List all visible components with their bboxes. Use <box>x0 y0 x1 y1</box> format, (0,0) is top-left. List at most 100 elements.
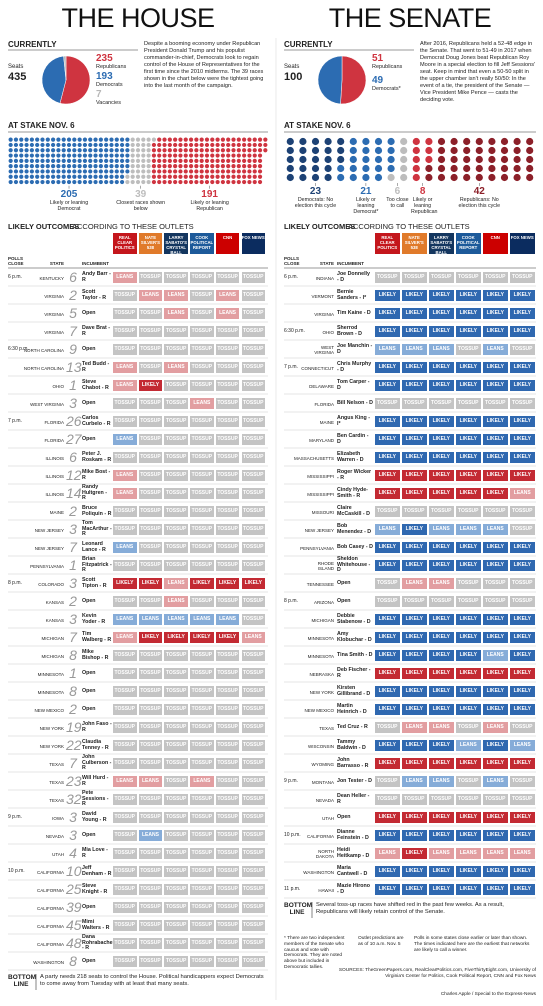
seat-dot <box>226 148 231 153</box>
incumbent: Peter J. Roskam - R <box>82 450 112 463</box>
seat-dot <box>220 142 225 148</box>
district: 8 <box>69 647 77 663</box>
seat-dot <box>151 169 157 174</box>
rating-cell: TOSSUP <box>375 793 400 805</box>
seat-dot <box>226 179 231 185</box>
seat-dot <box>119 142 125 148</box>
rating-cell: TOSSUP <box>190 829 214 841</box>
seat-dot <box>500 173 509 182</box>
rating-cell: TOSSUP <box>241 505 265 517</box>
rating-cell: TOSSUP <box>241 397 265 409</box>
seat-dot <box>167 137 172 142</box>
rating-cell: TOSSUP <box>510 577 535 589</box>
seat-dot <box>204 169 210 174</box>
seat-dot <box>183 142 188 148</box>
rating-cell: TOSSUP <box>164 649 188 661</box>
seat-dot <box>204 142 210 148</box>
seat-dot <box>183 164 188 169</box>
state: ILLINOIS <box>45 491 64 497</box>
state: TEXAS <box>319 725 334 731</box>
incumbent: Sheldon Whitehouse - D <box>337 556 371 574</box>
seat-dot <box>220 174 225 179</box>
state: TENNESSEE <box>306 581 334 587</box>
bottom-line-text: A party needs 218 seats to control the H… <box>40 974 264 987</box>
rating-cell: TOSSUP <box>164 469 188 481</box>
seat-dots <box>337 137 395 182</box>
rating-cell: LIKELY <box>429 415 454 427</box>
seat-dot <box>109 164 114 169</box>
group-count: 23 <box>309 186 322 197</box>
state: MINNESOTA <box>37 689 64 695</box>
rating-cell: LIKELY <box>456 325 481 337</box>
district: 22 <box>66 737 82 753</box>
group-count: 6 <box>394 186 401 197</box>
seat-dot <box>72 179 77 185</box>
incumbent: Sherrod Brown - D <box>337 324 363 337</box>
outcomes-subheading: ACCORDING TO THESE OUTLETS <box>348 222 470 231</box>
rating-cell: LIKELY <box>429 361 454 373</box>
rating-cell: TOSSUP <box>241 361 265 373</box>
seat-dots <box>286 137 345 182</box>
rating-cell: TOSSUP <box>138 325 163 337</box>
rating-cell: TOSSUP <box>215 829 240 841</box>
rating-cell: LEANS <box>138 829 163 841</box>
rating-cell: TOSSUP <box>429 397 454 409</box>
rating-cell: TOSSUP <box>456 775 481 787</box>
seat-dot <box>204 158 210 163</box>
seat-dot <box>194 142 199 148</box>
district: 8 <box>69 683 77 699</box>
rating-cell: LIKELY <box>483 451 508 463</box>
rating-cell: TOSSUP <box>215 361 240 373</box>
rating-cell: LIKELY <box>456 469 481 481</box>
state: MINNESOTA <box>307 653 334 659</box>
rating-cell: TOSSUP <box>113 757 137 769</box>
rating-cell: TOSSUP <box>241 649 265 661</box>
seat-dot <box>151 142 157 148</box>
party-name: Democrats* <box>372 86 401 92</box>
seat-dot <box>109 148 114 153</box>
seat-dot <box>109 179 114 185</box>
incumbent: Open <box>82 309 96 316</box>
outlet-logo: COOK POLITICAL REPORT <box>190 233 214 254</box>
rating-cell: LIKELY <box>456 883 481 895</box>
rating-cell: LIKELY <box>375 811 400 823</box>
seat-dot <box>215 179 220 185</box>
seat-dot <box>178 148 183 153</box>
rating-cell: LIKELY <box>429 811 454 823</box>
seat-dot <box>125 169 130 174</box>
seat-dot <box>247 179 252 185</box>
rating-cell: LIKELY <box>456 307 481 319</box>
seat-dot <box>35 174 40 179</box>
seat-dot <box>93 174 98 179</box>
seat-dot <box>210 153 215 158</box>
district: 9 <box>69 341 77 357</box>
seat-dot <box>135 179 141 185</box>
rating-cell: TOSSUP <box>375 721 400 733</box>
seat-dot <box>19 174 24 179</box>
rating-cell: TOSSUP <box>138 361 163 373</box>
seat-dot <box>513 155 521 164</box>
rating-cell: TOSSUP <box>113 919 137 931</box>
seat-dot <box>151 164 157 169</box>
seat-dot <box>231 169 236 174</box>
incumbent: Open <box>82 345 96 352</box>
incumbent: Open <box>82 435 96 442</box>
seat-dot <box>425 137 433 146</box>
seat-dot <box>40 164 45 169</box>
seat-dot <box>183 179 188 185</box>
incumbent: Andy Barr - R <box>82 270 111 283</box>
rating-cell: TOSSUP <box>215 505 240 517</box>
rating-cell: TOSSUP <box>190 865 214 877</box>
district: 12 <box>66 467 82 483</box>
rating-cell: LEANS <box>138 289 163 301</box>
rating-cell: LIKELY <box>402 541 427 553</box>
state: OHIO <box>322 329 334 335</box>
rating-cell: TOSSUP <box>164 937 188 949</box>
seat-dot <box>24 148 29 153</box>
rating-cell: TOSSUP <box>510 775 535 787</box>
incumbent: Carlos Curbelo - R <box>82 414 111 427</box>
rating-cell: TOSSUP <box>138 847 163 859</box>
state: MASSACHUSETTS <box>293 455 334 461</box>
state: ILLINOIS <box>45 473 64 479</box>
seat-dot <box>157 137 162 142</box>
